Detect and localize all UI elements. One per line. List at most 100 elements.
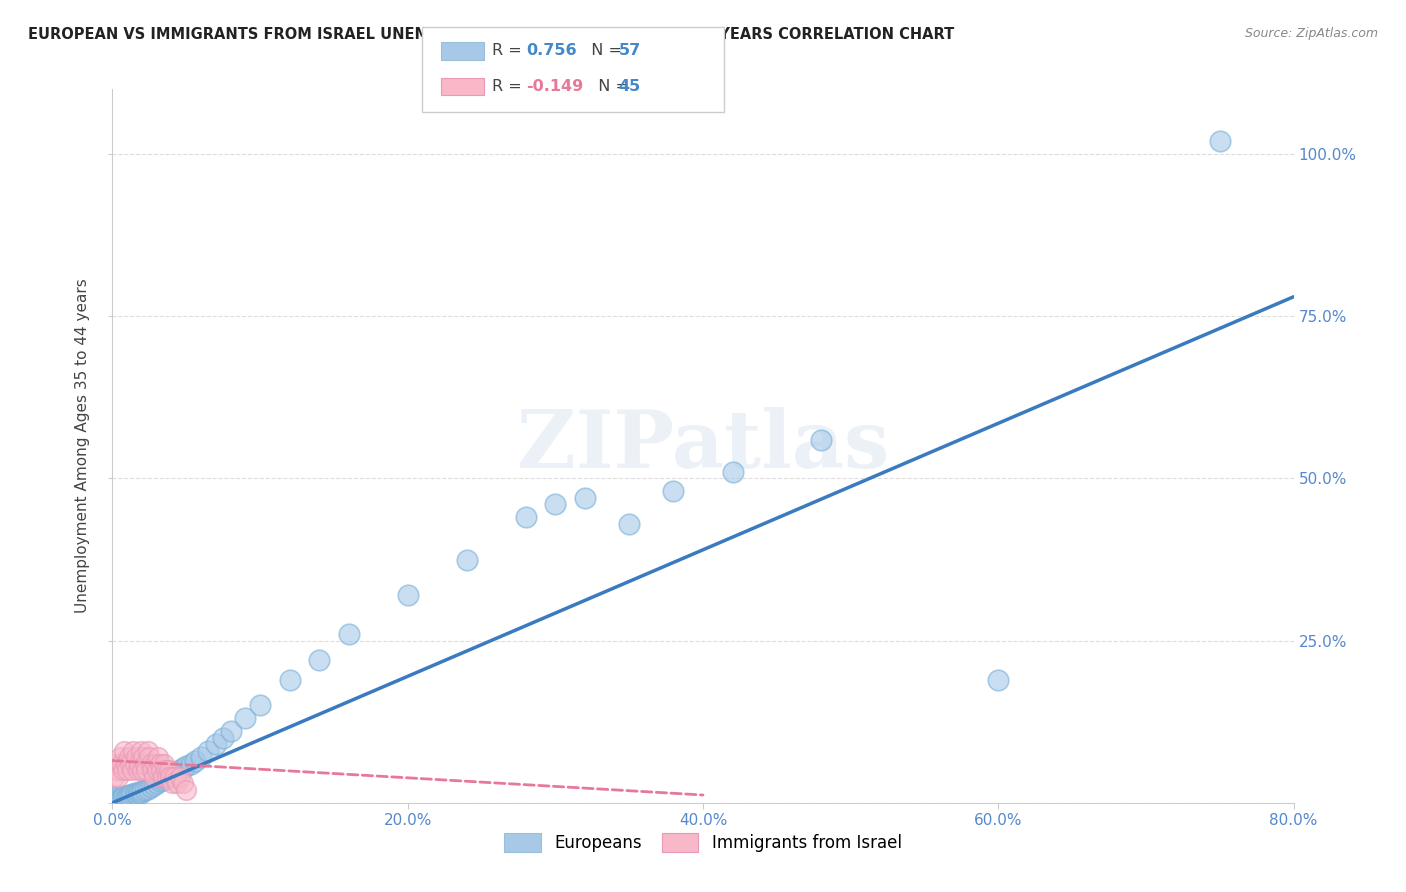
Point: [157, 764, 180, 778]
Point: [172, 776, 194, 790]
Text: ZIPatlas: ZIPatlas: [517, 407, 889, 485]
Point: [128, 785, 150, 799]
Point: [136, 744, 159, 758]
Point: [308, 653, 330, 667]
Point: [111, 764, 134, 778]
Point: [128, 756, 150, 771]
Point: [142, 770, 165, 784]
Point: [155, 764, 177, 778]
Point: [184, 754, 207, 768]
Point: [574, 491, 596, 505]
Point: [160, 768, 183, 782]
Text: -0.149: -0.149: [526, 79, 583, 94]
Point: [103, 792, 125, 806]
Point: [148, 750, 170, 764]
Point: [180, 756, 202, 771]
Y-axis label: Unemployment Among Ages 35 to 44 years: Unemployment Among Ages 35 to 44 years: [75, 278, 90, 614]
Point: [124, 786, 146, 800]
Text: N =: N =: [588, 79, 634, 94]
Point: [107, 789, 129, 804]
Point: [121, 764, 143, 778]
Point: [124, 756, 146, 771]
Point: [721, 465, 744, 479]
Point: [121, 788, 143, 802]
Point: [152, 770, 174, 784]
Point: [135, 764, 157, 778]
Point: [129, 744, 152, 758]
Text: R =: R =: [492, 79, 527, 94]
Point: [111, 789, 134, 804]
Text: R =: R =: [492, 44, 527, 58]
Point: [544, 497, 567, 511]
Point: [138, 750, 160, 764]
Point: [396, 588, 419, 602]
Point: [160, 776, 183, 790]
Point: [112, 789, 135, 804]
Point: [134, 756, 156, 771]
Point: [105, 792, 128, 806]
Point: [139, 756, 162, 771]
Point: [117, 789, 138, 804]
Point: [155, 772, 177, 786]
Point: [515, 510, 537, 524]
Point: [337, 627, 360, 641]
Point: [172, 761, 194, 775]
Point: [146, 764, 169, 778]
Point: [131, 764, 153, 778]
Point: [122, 744, 145, 758]
Point: [190, 750, 212, 764]
Point: [120, 756, 142, 771]
Point: [197, 744, 219, 758]
Point: [169, 770, 191, 784]
Point: [157, 770, 180, 784]
Point: [104, 790, 127, 805]
Point: [114, 791, 136, 805]
Point: [166, 776, 188, 790]
Point: [662, 484, 685, 499]
Point: [132, 750, 155, 764]
Point: [117, 764, 138, 778]
Point: [149, 756, 172, 771]
Point: [112, 744, 135, 758]
Point: [987, 673, 1010, 687]
Point: [120, 789, 142, 803]
Point: [278, 673, 301, 687]
Point: [159, 770, 181, 784]
Text: 57: 57: [619, 44, 641, 58]
Point: [129, 786, 152, 800]
Point: [142, 778, 165, 792]
Point: [219, 724, 242, 739]
Point: [810, 433, 832, 447]
Point: [143, 756, 166, 771]
Point: [174, 782, 197, 797]
Text: 0.756: 0.756: [526, 44, 576, 58]
Point: [163, 766, 186, 780]
Point: [152, 773, 174, 788]
Point: [105, 764, 128, 778]
Point: [149, 774, 172, 789]
Point: [150, 764, 173, 778]
Point: [108, 790, 131, 805]
Point: [114, 756, 136, 771]
Point: [131, 784, 153, 798]
Point: [163, 770, 186, 784]
Point: [166, 764, 188, 779]
Point: [205, 738, 228, 752]
Point: [153, 756, 176, 771]
Point: [174, 759, 197, 773]
Point: [456, 552, 478, 566]
Point: [127, 788, 149, 802]
Point: [156, 770, 179, 784]
Point: [1208, 134, 1232, 148]
Point: [108, 750, 131, 764]
Text: N =: N =: [581, 44, 627, 58]
Point: [125, 750, 148, 764]
Point: [104, 756, 127, 771]
Point: [233, 711, 256, 725]
Text: EUROPEAN VS IMMIGRANTS FROM ISRAEL UNEMPLOYMENT AMONG AGES 35 TO 44 YEARS CORREL: EUROPEAN VS IMMIGRANTS FROM ISRAEL UNEMP…: [28, 27, 955, 42]
Point: [103, 770, 125, 784]
Point: [212, 731, 235, 745]
Point: [169, 764, 191, 778]
Point: [107, 770, 129, 784]
Point: [127, 764, 149, 778]
